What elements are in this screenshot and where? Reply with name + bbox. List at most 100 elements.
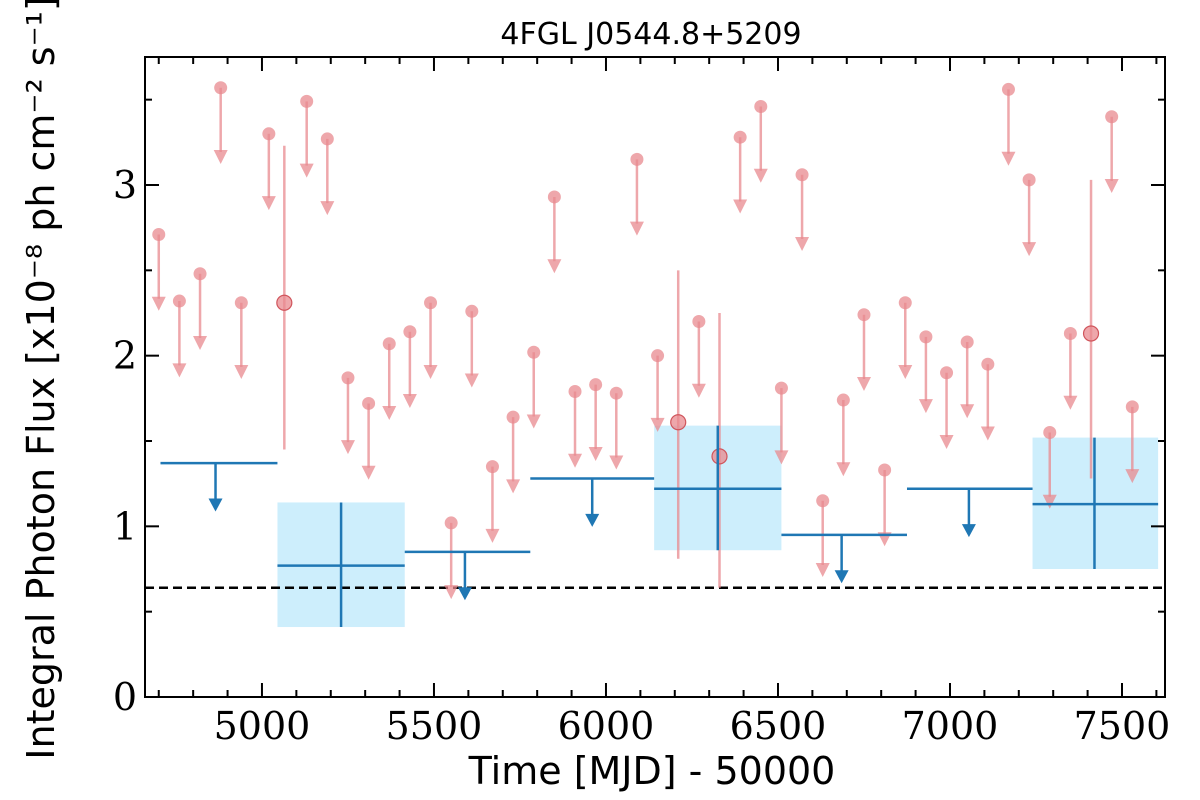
short-bin-upper-limit-arrow: [1104, 179, 1119, 193]
short-bin-upper-limit-point: [341, 371, 355, 385]
short-bin-upper-limit-point: [1063, 326, 1077, 340]
x-tick-label: 7500: [1074, 704, 1171, 748]
short-bin-upper-limit-arrow: [526, 414, 541, 429]
long-bin-upper-limit-arrow: [834, 570, 849, 584]
short-bin-upper-limit-point: [816, 494, 830, 508]
x-tick-label: 5500: [386, 704, 483, 748]
y-tick-label: 1: [113, 504, 137, 548]
short-bin-upper-limit-arrow: [361, 465, 376, 480]
short-bin-upper-limit-arrow: [485, 528, 500, 543]
short-bin-upper-limit-point: [527, 345, 541, 359]
x-tick-label: 7000: [902, 704, 999, 748]
short-bin-upper-limit-arrow: [939, 435, 954, 449]
short-bin-upper-limit-arrow: [547, 259, 562, 274]
short-bin-upper-limit-arrow: [836, 462, 851, 477]
short-bin-upper-limit-point: [234, 296, 248, 310]
short-bin-upper-limit-point: [382, 337, 396, 351]
short-bin-upper-limit-arrow: [691, 383, 706, 398]
short-bin-upper-limit-point: [630, 152, 644, 166]
long-bin-upper-limit-arrow: [457, 587, 472, 601]
short-bin-upper-limit-arrow: [423, 365, 438, 380]
short-bin-detection-point: [1082, 325, 1100, 342]
short-bin-upper-limit-arrow: [261, 196, 276, 211]
short-bin-upper-limit-arrow: [234, 365, 249, 380]
short-bin-upper-limit-arrow: [340, 440, 355, 455]
y-tick-label: 3: [113, 163, 137, 207]
short-bin-detection-point: [670, 414, 687, 431]
short-bin-upper-limit-arrow: [444, 585, 459, 600]
short-bin-detection-point: [711, 448, 728, 465]
short-bin-upper-limit-arrow: [918, 399, 933, 414]
short-bin-upper-limit-point: [1105, 110, 1119, 124]
short-bin-upper-limit-arrow: [193, 336, 208, 351]
short-bin-upper-limit-point: [465, 304, 479, 318]
long-bin-upper-limit-arrow: [208, 498, 223, 512]
short-bin-upper-limit-point: [940, 366, 954, 380]
y-tick-label: 2: [113, 334, 137, 378]
short-bin-upper-limit-point: [300, 94, 314, 108]
short-bin-upper-limit-point: [981, 357, 995, 371]
short-bin-upper-limit-point: [444, 516, 458, 530]
short-bin-upper-limit-point: [733, 130, 747, 144]
short-bin-upper-limit-point: [320, 132, 334, 146]
short-bin-upper-limit-arrow: [980, 426, 995, 441]
short-bin-upper-limit-arrow: [1001, 151, 1016, 166]
short-bin-upper-limit-arrow: [815, 563, 830, 577]
long-bin-upper-limit-arrow: [961, 524, 976, 538]
short-bin-upper-limit-point: [898, 296, 912, 310]
plot-area: 5000 5500 6000 6500 7000 7500 0 1 2 3: [113, 56, 1171, 748]
short-bin-upper-limit-point: [878, 463, 892, 477]
short-bin-upper-limit-arrow: [299, 163, 314, 178]
short-bin-upper-limit-point: [262, 127, 276, 141]
short-bin-upper-limit-arrow: [213, 149, 228, 164]
short-bin-upper-limit-point: [362, 396, 376, 410]
short-bin-upper-limit-arrow: [960, 404, 975, 419]
short-bin-upper-limit-arrow: [1042, 494, 1057, 509]
short-bin-upper-limit-arrow: [151, 296, 166, 311]
short-bin-upper-limit-arrow: [774, 450, 789, 465]
short-bin-upper-limit-point: [1022, 173, 1036, 187]
short-bin-upper-limit-point: [568, 385, 582, 399]
short-bin-upper-limit-arrow: [588, 446, 603, 461]
short-bin-upper-limit-point: [774, 381, 788, 395]
short-bin-upper-limit-arrow: [753, 168, 768, 183]
short-bin-upper-limit-arrow: [733, 199, 748, 214]
short-bin-upper-limit-point: [609, 386, 623, 400]
short-bin-upper-limit-point: [1043, 425, 1057, 439]
short-bin-upper-limit-arrow: [1063, 395, 1078, 410]
short-bin-upper-limit-point: [506, 410, 520, 424]
short-bin-detection-point: [276, 294, 293, 311]
short-bin-upper-limit-point: [172, 294, 186, 308]
short-bin-upper-limit-point: [857, 308, 871, 322]
short-bin-upper-limit-point: [193, 267, 207, 281]
short-bin-upper-limit-point: [960, 335, 974, 349]
x-tick-label: 5000: [214, 704, 311, 748]
short-bin-upper-limit-arrow: [172, 363, 187, 378]
short-bin-upper-limit-point: [424, 296, 438, 310]
short-bin-upper-limit-arrow: [320, 201, 335, 216]
plot-frame: [144, 56, 1166, 698]
short-bin-upper-limit-arrow: [1125, 469, 1140, 484]
short-bin-upper-limit-arrow: [650, 417, 665, 432]
short-bin-upper-limit-arrow: [856, 376, 871, 391]
short-bin-upper-limit-point: [795, 168, 809, 182]
short-bin-upper-limit-point: [152, 227, 166, 241]
short-bin-upper-limit-arrow: [898, 365, 913, 380]
short-bin-upper-limit-point: [651, 349, 665, 363]
short-bin-upper-limit-arrow: [382, 405, 397, 420]
short-bin-upper-limit-arrow: [1022, 242, 1037, 257]
x-axis-label: Time [MJD] - 50000: [468, 749, 836, 793]
short-bin-upper-limit-point: [1125, 400, 1139, 414]
short-bin-upper-limit-point: [589, 378, 603, 392]
short-bin-upper-limit-arrow: [402, 394, 417, 409]
short-bin-upper-limit-point: [754, 99, 768, 113]
short-bin-upper-limit-arrow: [464, 373, 479, 388]
short-bin-upper-limit-arrow: [506, 479, 521, 494]
y-tick-label: 0: [113, 675, 137, 719]
chart-title: 4FGL J0544.8+5209: [500, 17, 801, 52]
short-bin-upper-limit-point: [214, 81, 228, 95]
short-bin-upper-limit-arrow: [609, 455, 624, 470]
long-bin-upper-limit-arrow: [585, 513, 600, 527]
short-bin-upper-limit-point: [692, 315, 706, 329]
short-bin-upper-limit-point: [1001, 82, 1015, 96]
